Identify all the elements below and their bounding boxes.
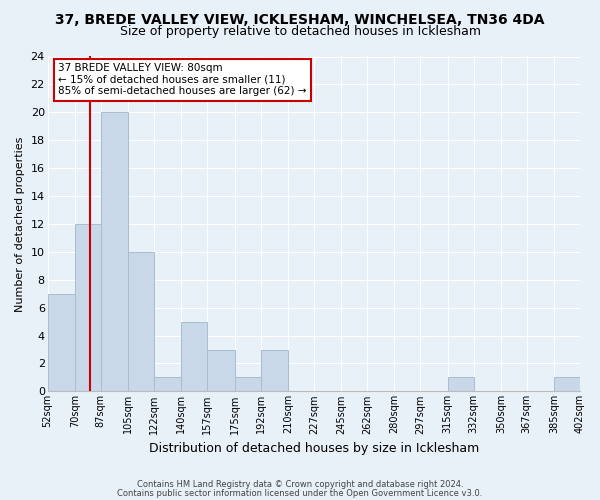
Bar [260, 350, 288, 392]
Bar [47, 294, 75, 392]
X-axis label: Distribution of detached houses by size in Icklesham: Distribution of detached houses by size … [149, 442, 479, 455]
Bar [181, 322, 208, 392]
Text: Contains public sector information licensed under the Open Government Licence v3: Contains public sector information licen… [118, 488, 482, 498]
Text: 37, BREDE VALLEY VIEW, ICKLESHAM, WINCHELSEA, TN36 4DA: 37, BREDE VALLEY VIEW, ICKLESHAM, WINCHE… [55, 12, 545, 26]
Bar [128, 252, 154, 392]
Bar [554, 378, 580, 392]
Text: 37 BREDE VALLEY VIEW: 80sqm
← 15% of detached houses are smaller (11)
85% of sem: 37 BREDE VALLEY VIEW: 80sqm ← 15% of det… [58, 63, 307, 96]
Bar [101, 112, 128, 392]
Bar [208, 350, 235, 392]
Text: Size of property relative to detached houses in Icklesham: Size of property relative to detached ho… [119, 25, 481, 38]
Text: Contains HM Land Registry data © Crown copyright and database right 2024.: Contains HM Land Registry data © Crown c… [137, 480, 463, 489]
Bar [75, 224, 101, 392]
Bar [448, 378, 473, 392]
Bar [235, 378, 260, 392]
Y-axis label: Number of detached properties: Number of detached properties [15, 136, 25, 312]
Bar [154, 378, 181, 392]
